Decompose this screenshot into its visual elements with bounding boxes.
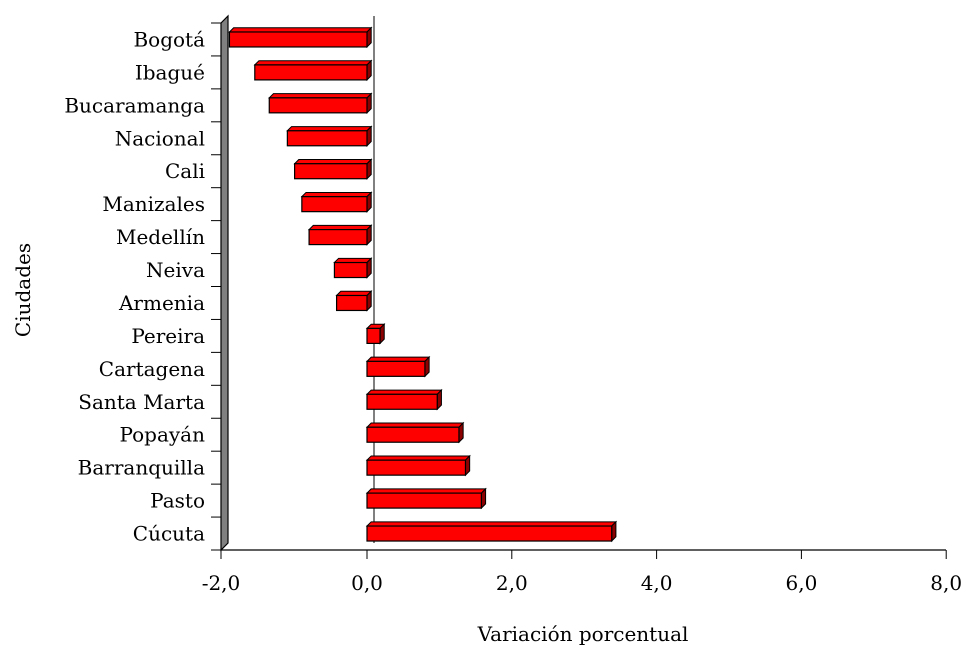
chart-axes [211,16,947,559]
bar-top [335,290,373,296]
bar-top [365,356,431,362]
category-label: Popayán [119,423,205,447]
y-axis-title: Ciudades [11,243,35,337]
bar [366,459,467,476]
chart-labels: -2,0 0,0 2,0 4,0 6,0 8,0 Bogotá Ibagué Bucaraman… [64,27,962,595]
x-tick-label: 0,0 [351,571,383,595]
category-label: Ibagué [135,60,205,84]
category-label: Pasto [150,489,205,513]
bar-side [379,322,385,345]
bar-top [300,191,373,198]
bar [286,130,368,147]
category-label: Armenia [118,291,205,315]
category-label: Manizales [102,192,205,216]
bar-top [307,224,373,231]
bar-top [365,521,618,527]
bar-top [268,93,373,99]
bar-side [611,520,617,543]
bar-top [228,27,373,33]
bar [366,393,438,410]
bar-top [293,159,373,165]
category-label: Barranquilla [78,456,205,480]
bar-side [464,454,471,477]
bar-side [366,158,372,180]
bar-top [365,389,443,395]
x-tick-label: -2,0 [202,571,241,595]
category-label: Santa Marta [78,390,205,414]
category-label: Cúcuta [133,522,205,546]
bar [366,360,426,377]
bar [294,163,368,180]
bar [254,64,368,81]
x-tick-label: 8,0 [930,571,962,595]
category-label: Neiva [146,258,205,282]
category-label: Medellín [116,225,205,249]
bar-side [366,59,372,82]
bar [366,426,460,443]
category-label: Cali [165,159,205,183]
bar-side [480,487,487,510]
x-tick-label: 4,0 [641,571,673,595]
x-axis-title: Variación porcentual [477,622,689,646]
x-tick-label: 2,0 [496,571,528,595]
x-tick-label: 6,0 [785,571,817,595]
bar [268,97,368,114]
chart-wall [220,14,229,552]
bar-side [366,125,372,147]
category-label: Bucaramanga [64,93,205,117]
bar [335,294,368,312]
bar-side [366,290,372,312]
bar [308,228,368,246]
bar-top [333,257,373,264]
bar-side [424,355,430,378]
category-label: Pereira [131,324,205,348]
bar-top [286,126,373,132]
bar [228,31,368,48]
bar-top [365,422,465,428]
category-label: Nacional [115,126,205,150]
bar-top [253,60,373,66]
bar-side [366,26,372,49]
bar [333,261,368,279]
bar-side [436,388,442,411]
bar-side [366,191,372,213]
bar-side [458,421,464,444]
bar-side [366,224,372,246]
bar [301,196,368,213]
bar [366,525,613,542]
bar-side [366,92,372,115]
category-label: Cartagena [99,357,205,381]
bar-side [366,257,372,279]
chart-bars [228,26,618,543]
category-label: Bogotá [133,27,205,51]
bar [366,492,482,509]
bar-top [365,488,487,494]
bar [366,327,381,345]
bar-top [365,455,471,461]
side-wall [220,14,229,552]
